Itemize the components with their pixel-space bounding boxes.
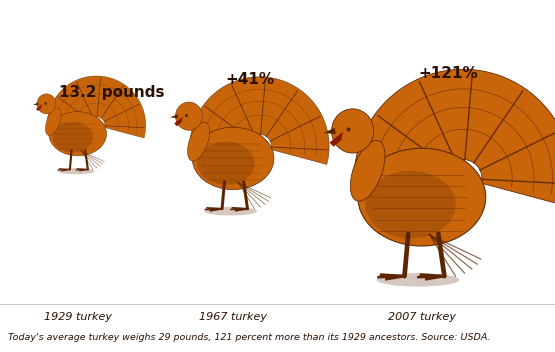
Ellipse shape [52,122,93,152]
Polygon shape [170,114,178,118]
Text: 13.2 pounds: 13.2 pounds [59,86,164,100]
Text: 2007 turkey: 2007 turkey [388,312,456,322]
Ellipse shape [192,127,274,190]
Ellipse shape [204,207,257,215]
Ellipse shape [49,112,107,156]
Text: 1929 turkey: 1929 turkey [44,312,112,322]
Text: 1967 turkey: 1967 turkey [199,312,267,322]
Ellipse shape [175,102,203,130]
Polygon shape [36,104,42,111]
Polygon shape [354,69,555,207]
Ellipse shape [350,140,385,201]
Text: +121%: +121% [418,65,478,81]
Ellipse shape [377,273,460,287]
Ellipse shape [331,109,374,153]
Polygon shape [190,77,329,164]
Ellipse shape [37,94,56,114]
Polygon shape [330,132,343,147]
Polygon shape [174,117,183,126]
Polygon shape [323,128,336,134]
Ellipse shape [358,148,486,246]
Polygon shape [47,76,146,138]
Ellipse shape [197,142,255,185]
Ellipse shape [188,122,210,161]
Ellipse shape [46,108,61,136]
Text: +41%: +41% [225,72,275,87]
Polygon shape [33,102,39,105]
Text: Today's average turkey weighs 29 pounds, 121 percent more than its 1929 ancestor: Today's average turkey weighs 29 pounds,… [8,333,491,342]
Ellipse shape [365,171,456,239]
Ellipse shape [57,168,95,174]
